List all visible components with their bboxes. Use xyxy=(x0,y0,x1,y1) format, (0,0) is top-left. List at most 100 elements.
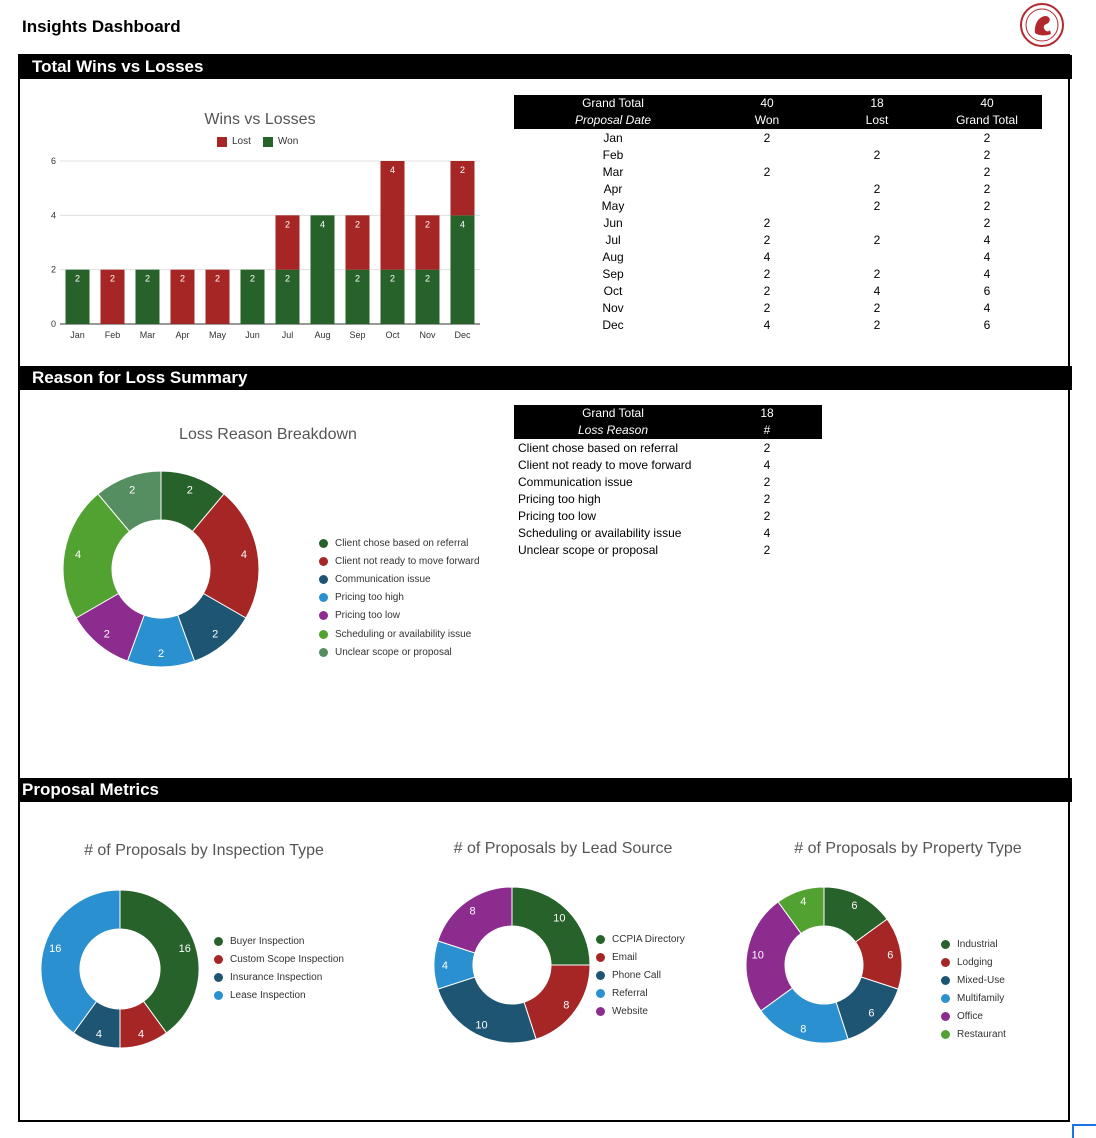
donut-slice-website xyxy=(437,886,513,954)
table-cell: 6 xyxy=(983,284,991,298)
legend-item-lost: Lost xyxy=(217,136,251,147)
legend-label: Office xyxy=(957,1010,983,1022)
lead-source-chart-title: # of Proposals by Lead Source xyxy=(453,840,673,857)
slice-value-label: 8 xyxy=(800,1024,806,1036)
legend-swatch xyxy=(941,993,950,1003)
table-cell: 2 xyxy=(763,267,771,281)
legend-swatch xyxy=(319,556,328,566)
bar-won-mar xyxy=(135,269,160,324)
slice-value-label: 16 xyxy=(49,943,61,955)
x-tick-label: Oct xyxy=(385,330,400,340)
slice-value-label: 8 xyxy=(563,999,569,1011)
legend-label: Mixed-Use xyxy=(957,974,1005,986)
legend-swatch xyxy=(941,957,950,967)
bar-value-label: 2 xyxy=(355,274,360,284)
slice-value-label: 2 xyxy=(212,628,218,640)
table-row: Dec 4 2 6 xyxy=(514,317,1042,334)
table-cell: Jun xyxy=(603,216,623,230)
bar-lost-sep xyxy=(345,215,370,270)
donut-slice-office xyxy=(745,901,802,1012)
table-cell: 18 xyxy=(822,95,932,112)
slice-value-label: 4 xyxy=(442,960,448,972)
table-cell: Feb xyxy=(602,148,624,162)
legend-item-website: Website xyxy=(596,1002,685,1020)
bar-lost-oct xyxy=(380,161,405,270)
slice-value-label: 6 xyxy=(851,900,857,912)
table-row: Jan 2 2 xyxy=(514,130,1042,148)
bar-lost-may xyxy=(205,269,230,324)
legend-swatch xyxy=(214,936,223,946)
bar-value-label: 2 xyxy=(425,274,430,284)
donut-slice-client-not-ready-to-move-forward xyxy=(191,493,260,619)
loss-reason-legend: Client chose based on referral Client not… xyxy=(319,534,480,661)
legend-label-won: Won xyxy=(277,136,299,147)
table-row: Client not ready to move forward 4 xyxy=(514,457,822,474)
bar-value-label: 2 xyxy=(215,274,220,284)
legend-item-email: Email xyxy=(596,948,685,966)
slice-value-label: 10 xyxy=(752,949,764,961)
table-cell: 2 xyxy=(873,318,881,332)
table-cell: 4 xyxy=(763,526,771,540)
bar-lost-jul xyxy=(275,215,300,270)
table-cell: 4 xyxy=(763,250,771,264)
table-cell: 4 xyxy=(873,284,881,298)
bar-won-aug xyxy=(310,215,335,324)
loss-reason-donut-chart: 2 4 2 2 2 4 2 xyxy=(62,470,260,668)
bar-won-oct xyxy=(380,269,405,324)
table-cell: Client not ready to move forward xyxy=(518,458,692,472)
table-cell: Grand Total xyxy=(514,405,712,422)
slice-value-label: 2 xyxy=(158,648,164,660)
legend-swatch-won xyxy=(262,136,273,147)
x-tick-label: Sep xyxy=(349,330,365,340)
legend-swatch xyxy=(319,647,328,657)
table-cell: Jul xyxy=(605,233,621,247)
table-cell: May xyxy=(601,199,625,213)
bar-value-label: 2 xyxy=(285,274,290,284)
table-row: Jul 2 2 4 xyxy=(514,232,1042,249)
legend-label: Unclear scope or proposal xyxy=(335,646,452,658)
table-row: Aug 4 4 xyxy=(514,249,1042,266)
table-cell: 2 xyxy=(873,301,881,315)
table-cell: 2 xyxy=(873,148,881,162)
table-cell: Sep xyxy=(602,267,624,281)
y-tick-label: 4 xyxy=(51,210,56,220)
table-cell: Won xyxy=(712,112,822,130)
bar-won-jul xyxy=(275,269,300,324)
table-cell: Scheduling or availability issue xyxy=(518,526,682,540)
legend-swatch xyxy=(596,952,605,962)
bar-lost-dec xyxy=(450,161,475,216)
inspection-type-donut-chart: 16 4 4 16 xyxy=(40,889,200,1049)
donut-slice-email xyxy=(523,964,591,1040)
table-header-row: Loss Reason # xyxy=(514,422,822,440)
table-cell: 2 xyxy=(873,182,881,196)
slice-value-label: 6 xyxy=(887,949,893,961)
table-cell: 2 xyxy=(763,233,771,247)
table-cell: Aug xyxy=(602,250,624,264)
wins-losses-chart-title: Wins vs Losses xyxy=(204,111,316,128)
legend-swatch xyxy=(596,1006,605,1016)
table-cell: Grand Total xyxy=(514,95,712,112)
legend-label: Website xyxy=(612,1005,648,1017)
legend-label: Custom Scope Inspection xyxy=(230,953,344,965)
legend-label: Insurance Inspection xyxy=(230,971,323,983)
legend-swatch xyxy=(941,1029,950,1039)
company-logo-icon xyxy=(1020,3,1064,47)
bar-won-sep xyxy=(345,269,370,324)
legend-swatch xyxy=(596,970,605,980)
table-cell: 2 xyxy=(763,301,771,315)
bar-value-label: 2 xyxy=(250,274,255,284)
bar-value-label: 2 xyxy=(355,219,360,229)
table-row: Sep 2 2 4 xyxy=(514,266,1042,283)
lead-source-donut-chart: 10 8 10 4 8 xyxy=(433,886,591,1044)
table-cell: 6 xyxy=(983,318,991,332)
table-cell: 2 xyxy=(983,199,991,213)
legend-label: Pricing too low xyxy=(335,610,401,622)
bar-value-label: 2 xyxy=(285,219,290,229)
legend-item-mixed-use: Mixed-Use xyxy=(941,971,1006,989)
bar-value-label: 4 xyxy=(390,165,395,175)
bar-value-label: 2 xyxy=(110,274,115,284)
table-cell: 2 xyxy=(983,165,991,179)
table-total-row: Grand Total 40 18 40 xyxy=(514,95,1042,112)
legend-swatch xyxy=(596,934,605,944)
lead-source-legend: CCPIA Directory Email Phone Call Referral We… xyxy=(596,930,685,1020)
